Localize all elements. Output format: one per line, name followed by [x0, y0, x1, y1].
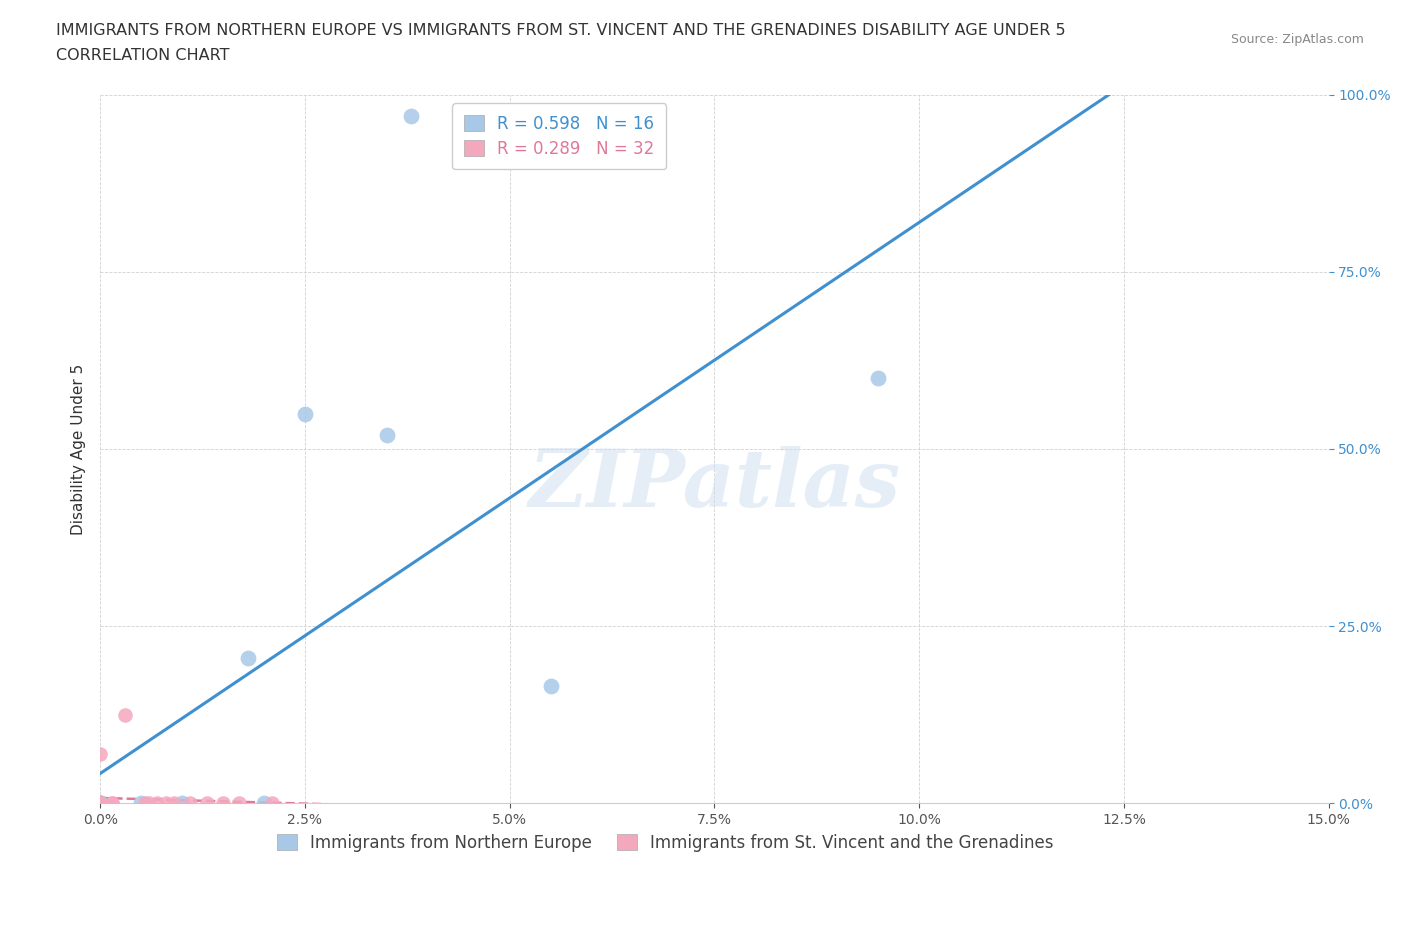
Point [138, 796, 160, 811]
Point [89, 796, 111, 811]
Point [89, 796, 111, 811]
Point [89, 796, 111, 811]
Point [146, 796, 169, 811]
Point [401, 109, 423, 124]
Point [540, 679, 562, 694]
Point [101, 796, 124, 811]
Point [114, 707, 136, 722]
Point [89, 796, 111, 811]
Point [89, 796, 111, 811]
Point [89, 796, 111, 811]
Point [170, 796, 193, 811]
Point [228, 796, 250, 811]
Point [179, 796, 201, 811]
Point [101, 796, 124, 811]
Point [375, 428, 398, 443]
Point [89, 796, 111, 811]
Point [163, 796, 186, 811]
Point [253, 796, 276, 811]
Point [89, 796, 111, 811]
Point [89, 796, 111, 811]
Text: CORRELATION CHART: CORRELATION CHART [56, 48, 229, 63]
Point [89, 796, 111, 811]
Point [89, 746, 111, 761]
Point [89, 796, 111, 811]
Text: ZIPatlas: ZIPatlas [529, 445, 900, 524]
Point [236, 650, 259, 665]
Point [155, 796, 177, 811]
Point [89, 796, 111, 811]
Point [129, 796, 152, 811]
Text: Source: ZipAtlas.com: Source: ZipAtlas.com [1230, 33, 1364, 46]
Point [89, 796, 111, 811]
Point [212, 796, 235, 811]
Text: IMMIGRANTS FROM NORTHERN EUROPE VS IMMIGRANTS FROM ST. VINCENT AND THE GRENADINE: IMMIGRANTS FROM NORTHERN EUROPE VS IMMIG… [56, 23, 1066, 38]
Point [89, 796, 111, 811]
Y-axis label: Disability Age Under 5: Disability Age Under 5 [72, 364, 86, 535]
Point [195, 796, 218, 811]
Point [89, 796, 111, 811]
Point [89, 796, 111, 811]
Point [89, 796, 111, 811]
Point [868, 371, 890, 386]
Point [89, 796, 111, 811]
Point [89, 796, 111, 811]
Point [262, 796, 284, 811]
Point [294, 406, 316, 421]
Point [89, 796, 111, 811]
Point [89, 796, 111, 811]
Point [89, 796, 111, 811]
Point [134, 796, 156, 811]
Point [89, 796, 111, 811]
Legend: Immigrants from Northern Europe, Immigrants from St. Vincent and the Grenadines: Immigrants from Northern Europe, Immigra… [270, 827, 1060, 858]
Point [89, 796, 111, 811]
Point [89, 796, 111, 811]
